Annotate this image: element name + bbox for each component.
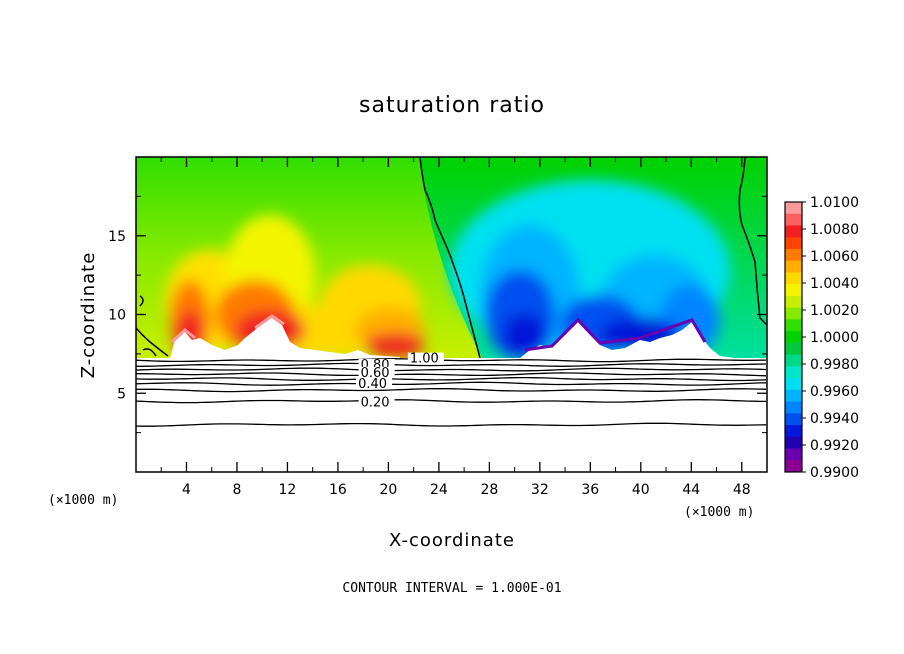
contour-label: 0.60 xyxy=(361,366,390,381)
colorbar-label: 1.0040 xyxy=(810,276,859,292)
contour-interval-note: CONTOUR INTERVAL = 1.000E-01 xyxy=(342,581,561,596)
colorbar-swatch xyxy=(785,225,802,238)
colorbar-swatch xyxy=(785,448,802,461)
contour-line xyxy=(135,367,767,372)
colorbar-label: 0.9940 xyxy=(810,411,859,427)
colorbar-swatch xyxy=(785,331,802,344)
y-tick-label: 5 xyxy=(117,386,126,402)
heatmap-field xyxy=(136,157,767,358)
contour-line xyxy=(136,372,767,377)
x-tick-label: 4 xyxy=(182,482,191,498)
colorbar: 1.0100 1.0080 1.0060 1.0040 1.0020 1.0000 0.99… xyxy=(784,195,859,481)
colorbar-swatch xyxy=(785,202,802,215)
contour-label-bg xyxy=(358,366,395,378)
contour-line xyxy=(136,362,767,367)
colorbar-swatch xyxy=(785,248,802,262)
chart-title: saturation ratio xyxy=(359,93,545,118)
contour-line xyxy=(135,376,767,382)
colorbar-swatch xyxy=(785,354,802,367)
colorbar-label: 0.9960 xyxy=(810,384,859,400)
x-tick-label: 16 xyxy=(329,482,347,498)
colorbar-swatch xyxy=(785,307,802,320)
x-axis: 4 8 12 16 20 24 28 32 36 40 44 48 xyxy=(160,157,751,498)
colorbar-label: 1.0020 xyxy=(810,303,859,319)
x-tick-label: 44 xyxy=(682,482,700,498)
colorbar-swatch xyxy=(785,272,802,285)
colorbar-swatch xyxy=(785,366,802,379)
colorbar-swatch xyxy=(785,342,802,356)
x-tick-label: 40 xyxy=(632,482,650,498)
colorbar-swatch xyxy=(785,436,802,450)
contour-line xyxy=(135,358,767,363)
colorbar-swatch xyxy=(785,389,802,403)
colorbar-label: 1.0060 xyxy=(810,249,859,265)
colorbar-swatch xyxy=(785,237,802,250)
x-unit-label-right: (×1000 m) xyxy=(684,505,754,520)
colorbar-label: 1.0100 xyxy=(810,195,859,211)
x-tick-label: 36 xyxy=(581,482,599,498)
contour-line xyxy=(135,381,767,386)
x-tick-label: 48 xyxy=(733,482,751,498)
contour-label-bg xyxy=(356,377,393,389)
colorbar-swatch xyxy=(785,295,802,309)
x-unit-label-left: (×1000 m) xyxy=(48,493,118,508)
contour-label-bg xyxy=(358,396,395,408)
colorbar-swatch xyxy=(785,213,802,226)
colorbar-swatch xyxy=(785,260,802,273)
contour-line xyxy=(135,422,767,427)
colorbar-swatch xyxy=(785,401,802,414)
contour-label: 0.40 xyxy=(358,377,387,392)
contour-line xyxy=(136,387,767,393)
contour-line xyxy=(135,399,766,404)
colorbar-swatch xyxy=(785,425,802,438)
y-tick-label: 10 xyxy=(108,308,126,324)
y-axis: 5 10 15 xyxy=(108,195,767,434)
colorbar-label: 0.9920 xyxy=(810,438,859,454)
x-tick-label: 32 xyxy=(531,482,549,498)
x-tick-label: 28 xyxy=(480,482,498,498)
colorbar-swatch xyxy=(785,460,802,473)
colorbar-swatch xyxy=(785,378,802,391)
y-tick-label: 15 xyxy=(108,229,126,245)
y-axis-label: Z-coordinate xyxy=(78,252,99,379)
x-axis-label: X-coordinate xyxy=(389,530,515,551)
x-tick-label: 24 xyxy=(430,482,448,498)
contour-label: 1.00 xyxy=(410,352,439,367)
colorbar-swatch xyxy=(785,319,802,332)
contour-label-bg xyxy=(358,358,395,370)
contour-label-bg xyxy=(407,352,444,364)
colorbar-label: 0.9900 xyxy=(810,465,859,481)
x-tick-label: 12 xyxy=(279,482,297,498)
colorbar-label: 0.9980 xyxy=(810,357,859,373)
colorbar-label: 1.0080 xyxy=(810,222,859,238)
contour-lines xyxy=(135,358,767,427)
colorbar-swatch xyxy=(785,284,802,297)
x-tick-label: 8 xyxy=(232,482,241,498)
colorbar-label: 1.0000 xyxy=(810,330,859,346)
colorbar-swatch xyxy=(785,413,802,426)
x-tick-label: 20 xyxy=(379,482,397,498)
contour-label: 0.20 xyxy=(361,396,390,411)
